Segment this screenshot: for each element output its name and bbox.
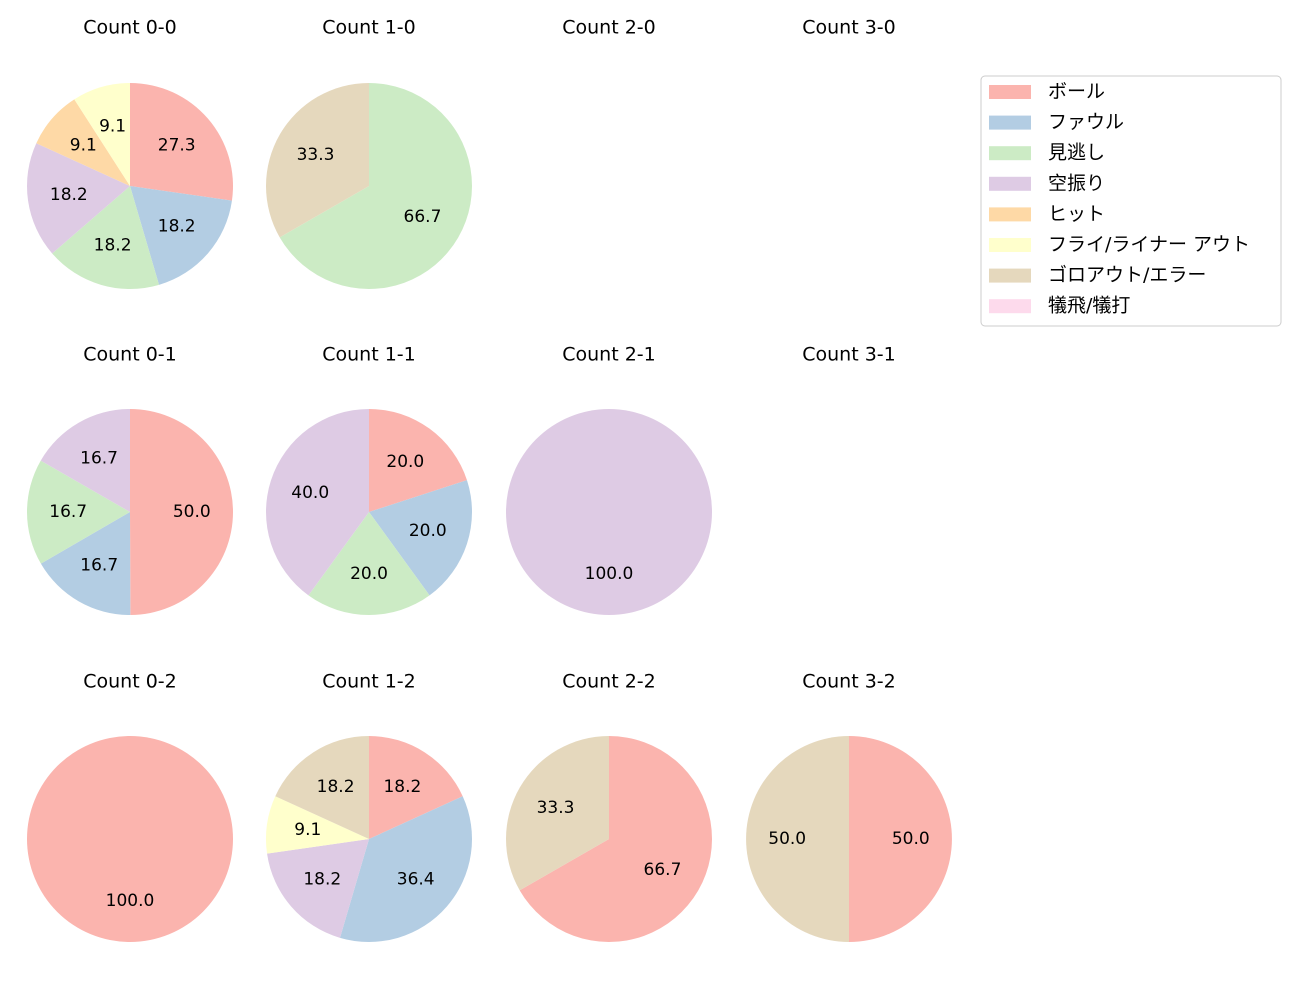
- pie-slice: [369, 409, 467, 512]
- legend-swatch: [989, 268, 1031, 283]
- slice-label: 100.0: [585, 564, 634, 584]
- pie-slice: [52, 186, 160, 289]
- legend-label: 空振り: [1048, 172, 1105, 194]
- slice-label: 40.0: [291, 483, 329, 503]
- pie-slice: [74, 83, 130, 186]
- legend-label: ファウル: [1048, 111, 1124, 133]
- pie-slice: [506, 736, 609, 891]
- slice-label: 18.2: [317, 777, 355, 797]
- legend-swatch: [989, 299, 1031, 314]
- slice-label: 16.7: [80, 556, 118, 576]
- slice-label: 33.3: [537, 798, 575, 818]
- slice-label: 18.2: [50, 185, 88, 205]
- legend-swatch: [989, 115, 1031, 130]
- pie-slice: [339, 796, 472, 942]
- slice-label: 18.2: [94, 235, 132, 255]
- pie-title: Count 3-1: [802, 344, 896, 366]
- pie-slice: [40, 409, 130, 512]
- slice-label: 9.1: [99, 117, 126, 137]
- slice-label: 50.0: [768, 829, 806, 849]
- legend-label: ボール: [1048, 81, 1105, 103]
- pie-slice: [130, 186, 232, 285]
- pie-slice: [40, 512, 131, 615]
- slice-label: 36.4: [397, 869, 435, 889]
- pie-slice: [279, 83, 472, 289]
- pie-title: Count 3-2: [802, 671, 896, 693]
- pie-slice: [369, 480, 472, 596]
- pie-slice: [275, 736, 369, 839]
- legend-label: 見逃し: [1048, 142, 1105, 164]
- pie-slice: [27, 736, 233, 942]
- legend-label: フライ/ライナー アウト: [1048, 234, 1250, 256]
- pie-slice: [26, 460, 130, 564]
- slice-label: 20.0: [409, 521, 447, 541]
- pie-title: Count 2-2: [562, 671, 656, 693]
- pie-title: Count 1-0: [322, 17, 416, 39]
- slice-label: 9.1: [294, 820, 321, 840]
- slice-label: 27.3: [158, 136, 196, 156]
- pie-slice: [519, 736, 712, 942]
- pie-slice: [266, 83, 369, 238]
- slice-label: 16.7: [49, 502, 87, 522]
- slice-label: 100.0: [106, 891, 155, 911]
- slice-label: 66.7: [404, 207, 442, 227]
- pie-slice: [369, 736, 463, 839]
- pie-slice: [506, 409, 712, 615]
- legend-swatch: [989, 176, 1031, 191]
- pie-slice: [746, 736, 849, 942]
- pie-title: Count 1-2: [322, 671, 416, 693]
- pie-slice: [26, 143, 130, 254]
- pie-slice: [308, 512, 430, 615]
- pie-slice: [267, 839, 369, 938]
- pie-title: Count 0-1: [83, 344, 177, 366]
- slice-label: 20.0: [350, 564, 388, 584]
- legend-label: ヒット: [1048, 203, 1105, 225]
- pie-title: Count 0-2: [83, 671, 177, 693]
- slice-label: 66.7: [644, 860, 682, 880]
- pie-slice: [849, 736, 952, 942]
- slice-label: 18.2: [303, 869, 341, 889]
- legend-label: 犠飛/犠打: [1048, 295, 1130, 317]
- pie-title: Count 2-0: [562, 17, 656, 39]
- slice-label: 20.0: [386, 452, 424, 472]
- pie-title: Count 2-1: [562, 344, 656, 366]
- slice-label: 9.1: [70, 136, 97, 156]
- pie-slice: [130, 409, 234, 615]
- legend-swatch: [989, 85, 1031, 99]
- legend-label: ゴロアウト/エラー: [1048, 264, 1206, 286]
- legend-swatch: [989, 146, 1031, 161]
- pie-slice: [266, 796, 369, 854]
- legend-box: [980, 75, 1282, 327]
- pie-title: Count 1-1: [322, 344, 416, 366]
- pie-slice: [130, 83, 233, 201]
- legend-swatch: [989, 238, 1031, 252]
- pie-title: Count 0-0: [83, 17, 177, 39]
- slice-label: 16.7: [80, 448, 118, 468]
- slice-label: 50.0: [173, 502, 211, 522]
- legend-swatch: [989, 207, 1031, 222]
- slice-label: 18.2: [383, 777, 421, 797]
- slice-label: 50.0: [892, 829, 930, 849]
- pie-slice: [266, 409, 369, 596]
- slice-label: 33.3: [297, 145, 335, 165]
- pie-title: Count 3-0: [802, 17, 896, 39]
- pie-slice: [36, 99, 130, 186]
- slice-label: 18.2: [158, 216, 196, 236]
